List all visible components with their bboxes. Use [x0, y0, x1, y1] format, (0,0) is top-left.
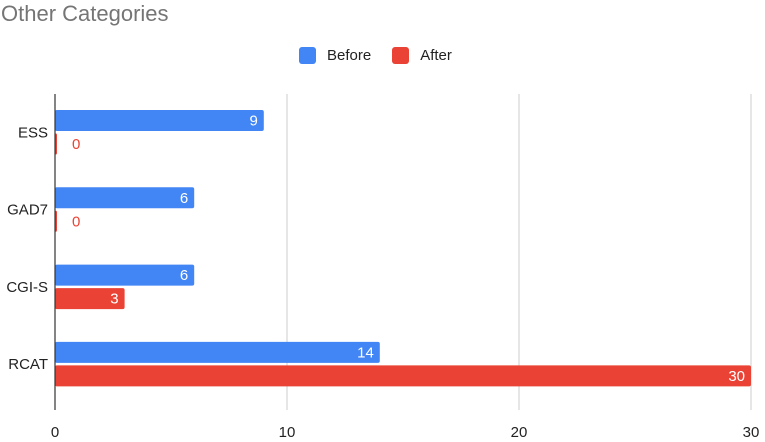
bar-after-rcat — [55, 365, 751, 387]
category-label-ess: ESS — [18, 124, 48, 141]
x-tick-label-0: 0 — [51, 424, 59, 441]
data-label-before-ess: 9 — [249, 113, 257, 130]
legend-item-after: After — [392, 46, 452, 64]
x-tick-label-30: 30 — [743, 424, 760, 441]
data-label-before-rcat: 14 — [357, 344, 374, 361]
data-label-after-cgi-s: 3 — [110, 291, 118, 308]
category-label-gad7: GAD7 — [7, 202, 48, 219]
category-label-rcat: RCAT — [8, 356, 48, 373]
x-tick-label-10: 10 — [279, 424, 296, 441]
legend-label-after: After — [420, 46, 452, 64]
legend-label-before: Before — [327, 46, 372, 64]
data-label-after-gad7: 0 — [72, 213, 80, 230]
bar-after-cgi-s — [55, 288, 125, 310]
data-label-after-ess: 0 — [72, 136, 80, 153]
bar-before-ess — [55, 110, 264, 131]
x-tick-label-20: 20 — [511, 424, 528, 441]
data-label-before-cgi-s: 6 — [180, 267, 188, 284]
data-label-before-gad7: 6 — [180, 190, 188, 207]
legend-swatch-after — [392, 46, 410, 64]
bar-before-gad7 — [55, 187, 195, 209]
chart-title: Other Categories — [1, 1, 169, 26]
legend-item-before: Before — [299, 46, 372, 64]
data-label-after-rcat: 30 — [728, 368, 745, 385]
legend: Before After — [299, 45, 452, 65]
bar-before-cgi-s — [55, 264, 195, 286]
legend-swatch-before — [299, 46, 316, 64]
category-label-cgi-s: CGI-S — [6, 279, 48, 296]
bar-before-rcat — [55, 341, 380, 363]
